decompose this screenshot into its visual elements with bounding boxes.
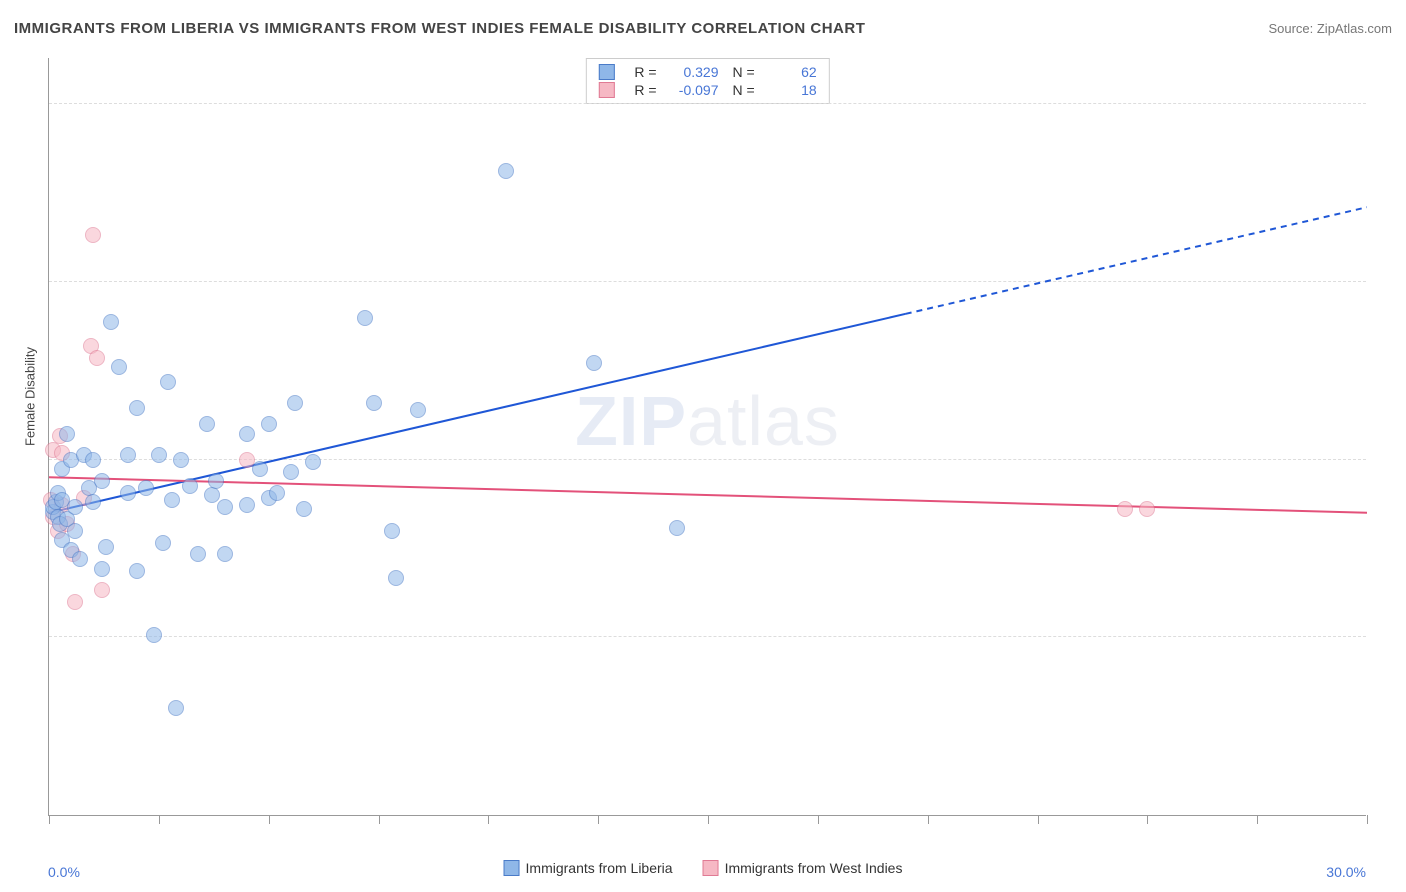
x-tick (159, 815, 160, 824)
source-prefix: Source: (1268, 21, 1316, 36)
scatter-point (252, 461, 268, 477)
scatter-point (1139, 501, 1155, 517)
scatter-point (164, 492, 180, 508)
scatter-point (269, 485, 285, 501)
y-tick-label: 30.0% (1398, 80, 1406, 96)
scatter-point (59, 426, 75, 442)
scatter-point (138, 480, 154, 496)
scatter-point (388, 570, 404, 586)
scatter-point (239, 426, 255, 442)
source-attribution: Source: ZipAtlas.com (1268, 21, 1392, 36)
x-tick (1038, 815, 1039, 824)
scatter-point (72, 551, 88, 567)
x-tick (598, 815, 599, 824)
scatter-point (89, 350, 105, 366)
x-axis-max-label: 30.0% (1326, 864, 1366, 880)
scatter-point (85, 227, 101, 243)
scatter-point (239, 497, 255, 513)
legend-item-a: Immigrants from Liberia (504, 860, 673, 876)
scatter-point (410, 402, 426, 418)
scatter-point (217, 546, 233, 562)
scatter-point (120, 447, 136, 463)
scatter-point (94, 473, 110, 489)
x-tick (928, 815, 929, 824)
legend-swatch-a (504, 860, 520, 876)
x-tick (1367, 815, 1368, 824)
legend-swatch-b (703, 860, 719, 876)
scatter-point (120, 485, 136, 501)
scatter-point (199, 416, 215, 432)
scatter-point (67, 594, 83, 610)
scatter-point (155, 535, 171, 551)
scatter-point (160, 374, 176, 390)
scatter-point (357, 310, 373, 326)
x-tick (708, 815, 709, 824)
legend: Immigrants from Liberia Immigrants from … (504, 860, 903, 876)
scatter-point (103, 314, 119, 330)
x-tick (1147, 815, 1148, 824)
x-tick (49, 815, 50, 824)
scatter-point (287, 395, 303, 411)
scatter-point (94, 582, 110, 598)
scatter-point (498, 163, 514, 179)
scatter-point (129, 563, 145, 579)
legend-item-b: Immigrants from West Indies (703, 860, 903, 876)
y-tick-label: 22.5% (1398, 258, 1406, 274)
scatter-point (146, 627, 162, 643)
legend-label-b: Immigrants from West Indies (725, 860, 903, 876)
scatter-point (283, 464, 299, 480)
x-tick (379, 815, 380, 824)
scatter-point (173, 452, 189, 468)
scatter-point (384, 523, 400, 539)
scatter-point (151, 447, 167, 463)
x-tick (488, 815, 489, 824)
scatter-point (1117, 501, 1133, 517)
scatter-point (182, 478, 198, 494)
scatter-point (67, 523, 83, 539)
scatter-point (586, 355, 602, 371)
x-tick (818, 815, 819, 824)
scatter-point (204, 487, 220, 503)
scatter-point (85, 452, 101, 468)
scatter-point (190, 546, 206, 562)
scatter-point (67, 499, 83, 515)
scatter-point (94, 561, 110, 577)
scatter-point (217, 499, 233, 515)
x-axis-min-label: 0.0% (48, 864, 80, 880)
y-tick-label: 7.5% (1398, 613, 1406, 629)
scatter-point (168, 700, 184, 716)
scatter-point (261, 416, 277, 432)
chart-plot-area: ZIPatlas R = 0.329 N = 62 R = -0.097 N =… (48, 58, 1366, 816)
scatter-point (208, 473, 224, 489)
scatter-point (85, 494, 101, 510)
scatter-point (98, 539, 114, 555)
scatter-point (296, 501, 312, 517)
scatter-point (669, 520, 685, 536)
chart-title: IMMIGRANTS FROM LIBERIA VS IMMIGRANTS FR… (14, 20, 865, 37)
source-name: ZipAtlas.com (1317, 21, 1392, 36)
x-tick (269, 815, 270, 824)
scatter-point (366, 395, 382, 411)
x-tick (1257, 815, 1258, 824)
y-axis-title: Female Disability (23, 347, 38, 446)
y-tick-label: 15.0% (1398, 436, 1406, 452)
legend-label-a: Immigrants from Liberia (526, 860, 673, 876)
scatter-point (111, 359, 127, 375)
scatter-point (305, 454, 321, 470)
scatter-point (129, 400, 145, 416)
